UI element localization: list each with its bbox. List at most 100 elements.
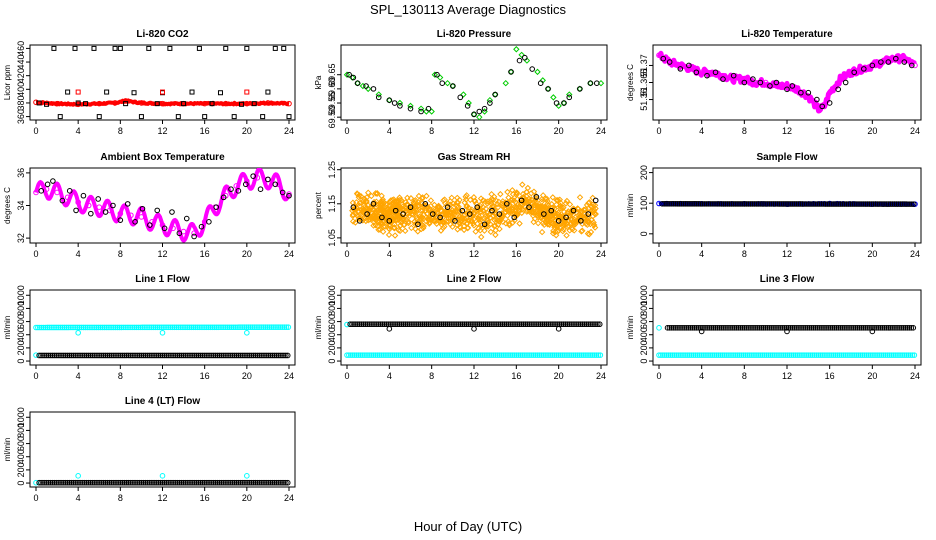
data-point	[555, 218, 562, 224]
data-point	[764, 325, 771, 331]
data-point	[33, 99, 39, 106]
data-point	[763, 201, 769, 207]
data-point	[438, 321, 445, 328]
data-point	[711, 352, 718, 358]
data-point	[69, 324, 75, 331]
data-point	[811, 201, 817, 207]
data-point	[114, 479, 120, 486]
data-point	[688, 201, 694, 207]
data-point	[218, 352, 225, 359]
data-point	[66, 479, 73, 486]
data-point	[450, 83, 456, 89]
data-point	[718, 325, 725, 331]
data-point	[847, 201, 854, 207]
data-point	[538, 196, 546, 203]
data-point	[759, 352, 766, 358]
data-point	[884, 201, 890, 207]
data-point	[672, 325, 679, 331]
x-tick-label: 8	[118, 249, 123, 259]
data-point	[279, 324, 286, 330]
data-point	[465, 99, 472, 107]
data-point	[534, 352, 541, 358]
data-point	[481, 105, 488, 112]
data-point	[830, 201, 836, 207]
data-point	[544, 200, 551, 208]
data-point	[469, 321, 475, 328]
data-point	[237, 479, 244, 486]
data-point	[786, 201, 792, 207]
data-point	[502, 205, 510, 213]
data-point	[681, 352, 687, 358]
data-point	[694, 352, 701, 358]
x-tick-label: 8	[118, 493, 123, 503]
data-point	[190, 479, 196, 486]
data-point	[784, 201, 790, 207]
plot-area	[349, 181, 599, 241]
data-point	[544, 213, 551, 221]
data-point	[686, 62, 692, 69]
data-point	[878, 201, 884, 207]
data-point	[265, 176, 271, 183]
y-tick-label: 51.365	[639, 69, 649, 97]
data-point	[414, 321, 420, 328]
data-point	[75, 100, 81, 106]
data-point	[392, 199, 399, 207]
data-point	[566, 91, 573, 98]
data-point	[383, 321, 390, 328]
data-point	[566, 201, 574, 208]
data-point	[165, 479, 171, 486]
data-point	[545, 202, 552, 210]
data-point	[554, 196, 562, 204]
data-point	[235, 188, 242, 194]
data-point	[356, 191, 363, 199]
data-point	[121, 479, 128, 486]
data-point	[194, 324, 201, 331]
data-point	[435, 352, 442, 358]
data-point	[50, 324, 56, 331]
y-tick-label: 1000	[327, 285, 337, 305]
data-point	[505, 218, 512, 225]
data-point	[286, 191, 292, 197]
data-point	[819, 103, 826, 110]
data-point	[475, 213, 483, 220]
data-point	[454, 221, 461, 229]
data-point	[397, 103, 403, 109]
data-point	[42, 479, 48, 486]
data-point	[820, 201, 827, 207]
data-point	[525, 352, 531, 358]
data-point	[741, 76, 748, 82]
data-point	[698, 328, 705, 335]
data-point	[450, 352, 457, 358]
data-point	[393, 321, 399, 328]
x-tick-label: 12	[782, 249, 792, 259]
data-point	[373, 190, 381, 198]
data-point	[597, 352, 604, 358]
x-tick-label: 24	[910, 249, 920, 259]
data-point	[743, 201, 750, 207]
data-point	[283, 352, 289, 359]
data-point	[92, 324, 98, 331]
data-point	[840, 352, 847, 358]
data-point	[877, 325, 884, 331]
series-average	[36, 45, 292, 120]
data-point	[503, 321, 510, 328]
data-point	[745, 325, 751, 331]
data-point	[125, 479, 132, 486]
data-point	[395, 226, 402, 234]
data-point	[384, 352, 390, 358]
data-point	[444, 321, 451, 328]
data-point	[252, 352, 259, 359]
y-axis-label: percent	[314, 191, 323, 218]
data-point	[119, 479, 126, 486]
data-point	[412, 321, 418, 328]
data-point	[773, 83, 780, 89]
x-tick-label: 8	[429, 249, 434, 259]
data-point	[74, 352, 80, 359]
data-point	[541, 321, 548, 328]
data-point	[61, 352, 67, 359]
data-point	[677, 352, 683, 358]
data-point	[231, 352, 238, 359]
data-point	[190, 352, 196, 359]
data-point	[470, 209, 478, 217]
